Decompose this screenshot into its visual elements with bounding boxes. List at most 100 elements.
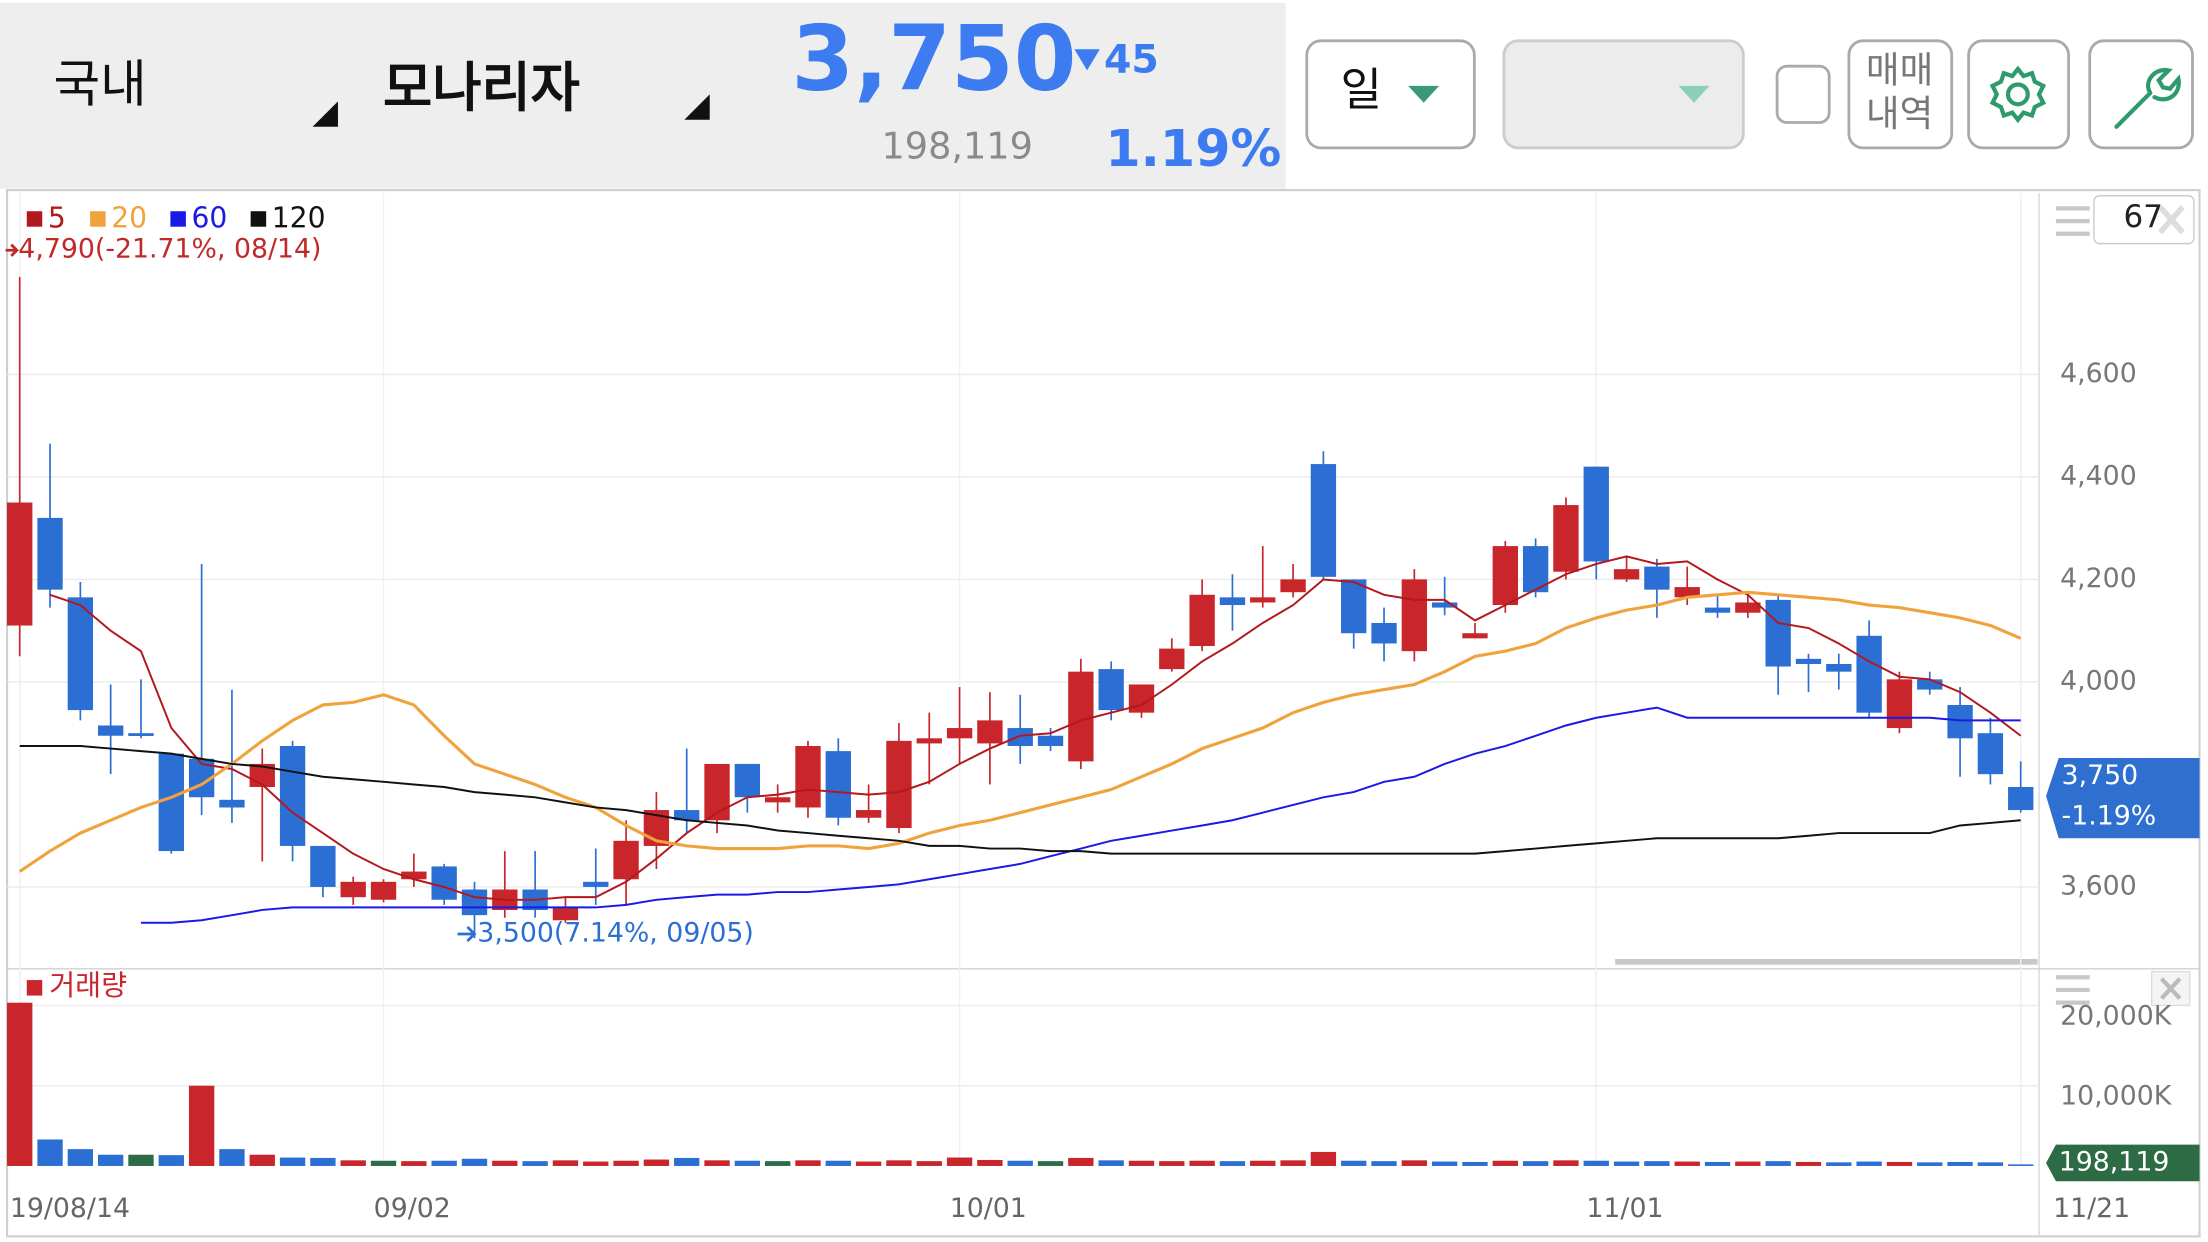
volume-bar [1431, 1161, 1458, 1166]
candle-body [583, 881, 609, 887]
volume-bar [1977, 1162, 2004, 1166]
candle-body [977, 720, 1003, 744]
candle-body [1401, 579, 1428, 652]
candle-body [825, 751, 851, 818]
volume-bar [1098, 1160, 1124, 1166]
candle-body [1947, 704, 1973, 739]
y-tick-label: 20,000K [2060, 1000, 2173, 1031]
count-box[interactable] [2093, 195, 2195, 245]
volume-bar [1401, 1160, 1428, 1166]
header-bg [0, 2, 1286, 189]
volume-bar [583, 1161, 609, 1166]
legend-swatch [26, 211, 43, 227]
legend-label: 20 [111, 202, 147, 235]
close-icon[interactable] [2159, 977, 2182, 1000]
volume-bar [1280, 1160, 1306, 1166]
volume-bar [1522, 1161, 1549, 1166]
candle-body [1735, 602, 1761, 613]
volume-bar [340, 1160, 366, 1166]
candle-body [279, 745, 306, 846]
candle-body [886, 740, 912, 828]
candle-body [340, 881, 366, 898]
volume-bar [1644, 1161, 1670, 1166]
candle-body [97, 725, 124, 736]
candle-body [158, 753, 184, 852]
compare-select[interactable] [1502, 39, 1745, 150]
volume-bar [1007, 1160, 1033, 1166]
candle-body [1431, 602, 1458, 608]
candle-body [613, 840, 639, 880]
plot-layer: 19/08/14 09/02 10/01 11/01 11/21 3,600 4,000 4,… [5, 192, 2200, 1224]
dropdown-arrow [1408, 85, 1440, 103]
trade-history-button[interactable] [1847, 39, 1954, 150]
legend-label: 60 [192, 202, 228, 235]
candle-body [401, 871, 427, 880]
gear-icon [1989, 65, 2047, 124]
trade-volume: 198,119 [882, 124, 1033, 167]
candle-body [1219, 597, 1246, 606]
volume-bar [825, 1160, 851, 1166]
menu-icon[interactable] [2055, 975, 2090, 1005]
x-tick-label: 19/08/14 [10, 1193, 130, 1224]
candle-body [795, 745, 821, 808]
down-arrow [1074, 49, 1100, 71]
settings-button[interactable] [1967, 39, 2070, 150]
volume-bar [492, 1160, 518, 1166]
period-label[interactable]: 일 [1341, 63, 1382, 116]
period-button[interactable] [1305, 39, 1476, 150]
ma-line [49, 555, 2022, 901]
x-tick-label: 10/01 [950, 1193, 1027, 1224]
legend-label: 120 [272, 202, 326, 235]
volume-bar [674, 1157, 700, 1166]
candle-body [1644, 566, 1670, 590]
candle-body [370, 881, 397, 900]
volume-bar [219, 1149, 245, 1166]
volume-bar [1189, 1160, 1215, 1166]
volume-bar [7, 1002, 33, 1166]
candle-body [764, 797, 791, 803]
current-price: 3,750 [791, 7, 1076, 112]
volume-bar [1613, 1161, 1640, 1166]
legend-swatch [250, 211, 267, 227]
price-change: 45 [1104, 36, 1159, 82]
candle-body [1977, 733, 2004, 775]
candle-body [1917, 679, 1943, 690]
volume-bar [310, 1157, 336, 1166]
legend-label: 5 [48, 202, 66, 235]
volume-bar [522, 1161, 548, 1166]
candle-body [1765, 599, 1791, 667]
y-tick-label: 4,400 [2060, 460, 2137, 491]
market-select[interactable]: 국내 [54, 54, 147, 113]
volume-bar [1250, 1160, 1276, 1166]
wrench-icon [2114, 67, 2181, 129]
candle-body [1310, 464, 1337, 577]
volume-bar [431, 1160, 457, 1166]
volume-bar [1886, 1161, 1913, 1166]
volume-bar [37, 1139, 63, 1166]
volume-bar [1462, 1161, 1488, 1166]
tools-button[interactable] [2088, 39, 2194, 150]
volume-bar [1310, 1151, 1337, 1166]
close-icon[interactable] [2158, 205, 2185, 235]
volume-bar [886, 1160, 912, 1166]
menu-icon[interactable] [2055, 206, 2090, 236]
checkbox[interactable] [1775, 64, 1831, 124]
volume-bar [1037, 1161, 1064, 1166]
candle-body [1371, 622, 1397, 644]
volume-bar [1674, 1161, 1700, 1166]
x-tick-label: 11/21 [2053, 1193, 2130, 1224]
candle-body [1583, 466, 1609, 562]
candle-body [1886, 679, 1913, 729]
count-value: 67 [2124, 199, 2163, 235]
last-change-label: -1.19% [2062, 801, 2157, 832]
stock-name[interactable]: 모나리자 [383, 56, 580, 119]
trade-history-label[interactable]: 매매 [1866, 48, 1933, 91]
ma-line [19, 745, 2021, 855]
volume-bar [1553, 1160, 1579, 1166]
candle-body [7, 502, 33, 626]
y-tick-label: 10,000K [2060, 1081, 2173, 1112]
trade-history-label[interactable]: 내역 [1866, 92, 1933, 135]
ma-line [18, 590, 2022, 873]
candle-body [310, 845, 336, 887]
